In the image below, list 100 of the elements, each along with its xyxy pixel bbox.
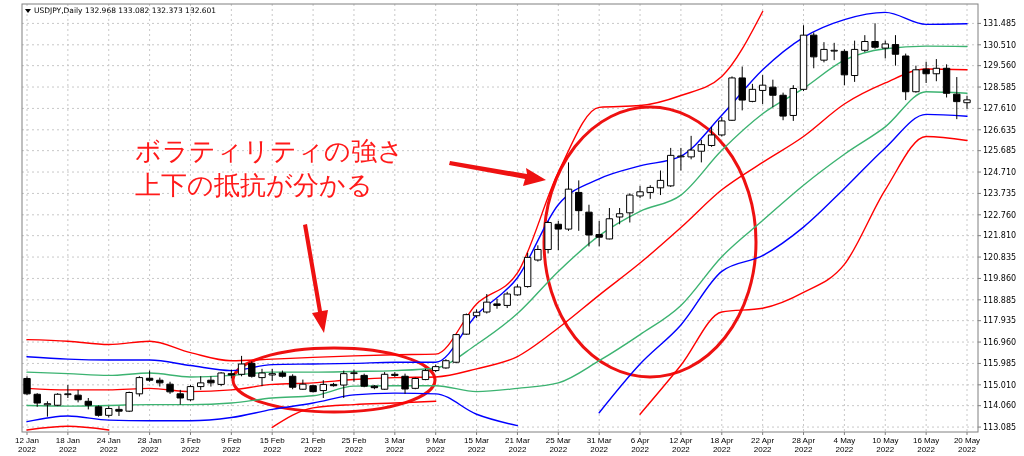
candlestick bbox=[534, 244, 542, 263]
candlestick bbox=[963, 95, 971, 110]
candlestick bbox=[319, 379, 327, 399]
x-tick-label: 9 Feb 2022 bbox=[221, 436, 243, 454]
candlestick bbox=[830, 42, 838, 61]
x-tick-label: 16 May 2022 bbox=[913, 436, 940, 454]
candlestick bbox=[523, 252, 532, 289]
candlestick bbox=[850, 40, 859, 83]
candlestick bbox=[53, 392, 62, 407]
y-tick-label: 116.960 bbox=[983, 337, 1017, 347]
candlestick bbox=[728, 75, 736, 122]
y-tick-label: 126.635 bbox=[983, 125, 1017, 135]
candlestick bbox=[360, 373, 368, 388]
candlestick bbox=[145, 370, 154, 383]
x-tick-label: 15 Mar 2022 bbox=[464, 436, 490, 454]
candlestick bbox=[707, 126, 716, 148]
x-tick-label: 25 Mar 2022 bbox=[545, 436, 572, 454]
candlestick bbox=[115, 405, 123, 417]
candlestick bbox=[503, 291, 511, 309]
candlestick bbox=[105, 405, 113, 419]
candlestick bbox=[861, 34, 869, 53]
y-tick-label: 123.735 bbox=[983, 189, 1017, 199]
candlestick bbox=[769, 79, 777, 108]
candlestick bbox=[125, 391, 133, 413]
candlestick bbox=[871, 22, 879, 50]
candlestick bbox=[278, 370, 287, 379]
x-tick-label: 22 Apr 2022 bbox=[751, 436, 775, 454]
y-tick-label: 119.860 bbox=[983, 274, 1017, 284]
candlestick bbox=[340, 370, 348, 399]
candlestick bbox=[472, 308, 481, 319]
candlestick bbox=[636, 185, 644, 199]
x-tick-label: 3 Feb 2022 bbox=[180, 436, 202, 454]
candlestick bbox=[401, 373, 409, 395]
candlestick bbox=[585, 204, 593, 247]
candlestick bbox=[452, 333, 460, 364]
candlestick bbox=[258, 368, 266, 387]
candlestick bbox=[166, 381, 174, 395]
candlestick bbox=[268, 368, 276, 382]
x-tick-label: 4 May 2022 bbox=[833, 436, 856, 454]
x-tick-label: 24 Jan 2022 bbox=[96, 436, 121, 454]
x-tick-label: 12 Apr 2022 bbox=[669, 436, 693, 454]
candlestick bbox=[350, 369, 358, 383]
candlestick bbox=[718, 116, 726, 137]
y-tick-label: 127.610 bbox=[983, 104, 1017, 114]
candlestick bbox=[513, 283, 522, 297]
candlestick bbox=[544, 220, 552, 254]
candlestick bbox=[738, 66, 746, 111]
candlestick bbox=[391, 371, 399, 378]
y-tick-label: 129.560 bbox=[983, 61, 1017, 71]
y-tick-label: 122.760 bbox=[983, 210, 1017, 220]
candlestick bbox=[299, 379, 307, 391]
candlestick bbox=[810, 32, 818, 69]
x-tick-label: 12 Jan 2022 bbox=[14, 436, 40, 454]
candlestick bbox=[33, 392, 41, 408]
candlestick bbox=[932, 58, 941, 82]
candlestick bbox=[493, 298, 501, 310]
candlestick bbox=[687, 135, 695, 160]
x-tick-label: 28 Jan 2022 bbox=[137, 436, 162, 454]
candlestick bbox=[605, 207, 614, 240]
candlestick bbox=[881, 40, 889, 59]
x-tick-label: 31 Mar 2022 bbox=[586, 436, 612, 454]
candlestick bbox=[912, 65, 920, 94]
candlestick bbox=[891, 34, 900, 67]
candlestick bbox=[483, 293, 491, 315]
candlestick bbox=[43, 400, 52, 418]
candlestick bbox=[677, 147, 685, 172]
x-tick-label: 10 May 2022 bbox=[872, 436, 899, 454]
candlestick bbox=[84, 397, 92, 410]
y-tick-label: 125.685 bbox=[983, 146, 1017, 156]
candlestick bbox=[840, 48, 849, 86]
candlestick bbox=[902, 53, 910, 101]
candlestick bbox=[432, 364, 440, 373]
candlestick bbox=[595, 220, 603, 247]
y-tick-label: 120.835 bbox=[983, 252, 1017, 262]
candlestick bbox=[779, 92, 787, 121]
candlestick bbox=[462, 313, 471, 336]
annotation: 上下の抵抗が分かる bbox=[135, 170, 373, 200]
candlestick bbox=[156, 377, 164, 388]
candlestick bbox=[942, 63, 951, 98]
candlestick bbox=[207, 375, 215, 388]
candlestick bbox=[135, 375, 144, 397]
x-tick-label: 3 Mar 2022 bbox=[384, 436, 406, 454]
candlestick bbox=[758, 74, 767, 105]
candlestick bbox=[615, 207, 624, 225]
candlestick bbox=[667, 147, 675, 188]
candlestick bbox=[94, 404, 103, 418]
candlestick bbox=[329, 382, 338, 388]
annotation: ボラティリティの強さ bbox=[135, 136, 404, 166]
x-tick-label: 15 Feb 2022 bbox=[259, 436, 286, 454]
x-tick-label: 6 Apr 2022 bbox=[630, 436, 650, 454]
y-tick-label: 121.810 bbox=[983, 231, 1017, 241]
y-tick-label: 115.985 bbox=[983, 359, 1017, 369]
y-tick-label: 124.710 bbox=[983, 167, 1017, 177]
candlestick bbox=[656, 170, 665, 196]
candlestick bbox=[197, 375, 205, 391]
candlestick bbox=[227, 369, 236, 379]
candlestick bbox=[411, 377, 419, 390]
y-tick-label: 131.485 bbox=[983, 19, 1017, 29]
candlestick bbox=[442, 358, 450, 370]
candlestick bbox=[380, 371, 389, 391]
